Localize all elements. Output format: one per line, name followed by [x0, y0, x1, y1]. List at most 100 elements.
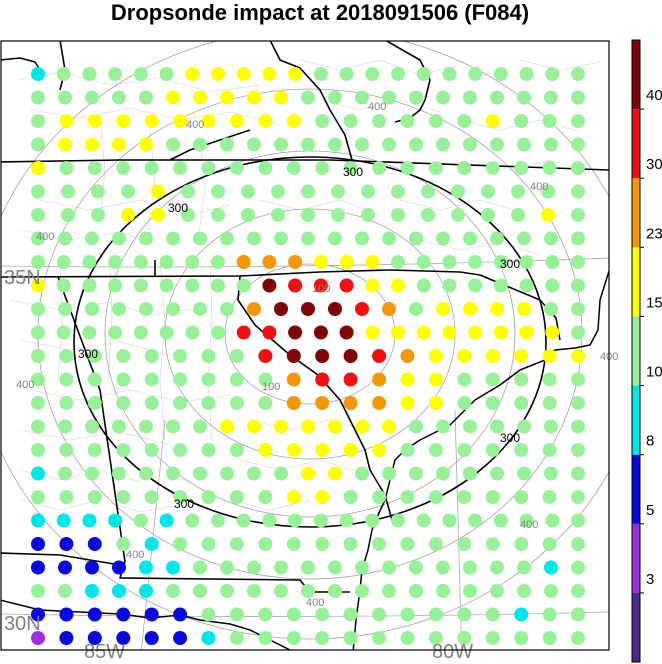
impact-dot-10-15 [31, 372, 45, 387]
impact-dot-15-23 [391, 325, 405, 340]
impact-dot-15-23 [382, 419, 396, 434]
impact-dot-8-10 [159, 513, 174, 528]
impact-dot-10-15 [108, 278, 123, 293]
impact-dot-10-15 [108, 67, 123, 81]
impact-dot-10-15 [519, 278, 534, 293]
impact-dot-10-15 [159, 67, 174, 81]
impact-dot-10-15 [517, 560, 531, 575]
impact-dot-10-15 [229, 607, 244, 622]
impact-dot-10-15 [229, 443, 244, 457]
impact-dot-10-15 [220, 560, 234, 575]
impact-dot-10-15 [211, 208, 225, 222]
impact-dot-10-15 [159, 255, 174, 269]
impact-dot-30-40 [355, 302, 369, 316]
impact-dot-10-15 [428, 631, 443, 645]
impact-dot-10-15 [181, 184, 195, 199]
impact-dot-10-15 [201, 161, 216, 175]
impact-dot-10-15 [514, 396, 529, 410]
impact-dot-10-15 [82, 278, 97, 293]
impact-dot-10-15 [463, 560, 477, 575]
impact-dot-over-40 [328, 302, 342, 316]
impact-dot-10-15 [59, 161, 74, 175]
impact-dot-10-15 [517, 419, 531, 434]
impact-dot-10-15 [144, 490, 159, 504]
impact-dot-10-15 [331, 184, 345, 199]
impact-dot-10-15 [315, 161, 330, 175]
impact-dot-10-15 [201, 607, 216, 622]
impact-dot-10-15 [485, 490, 500, 504]
impact-dot-10-15 [144, 372, 159, 387]
impact-dot-10-15 [301, 90, 315, 105]
impact-dot-10-15 [544, 137, 558, 152]
impact-dot-8-10 [31, 466, 45, 481]
impact-dot-23-30 [286, 372, 301, 387]
impact-dot-15-23 [514, 349, 529, 363]
impact-dot-10-15 [31, 137, 45, 152]
colorbar-tick-label: 15 [646, 294, 662, 311]
impact-dot-10-15 [428, 607, 443, 622]
impact-dot-over-40 [339, 325, 354, 340]
impact-dot-15-23 [220, 90, 234, 105]
impact-dot-10-15 [139, 419, 153, 434]
impact-dot-10-15 [514, 537, 529, 551]
impact-dot-15-23 [400, 372, 415, 387]
impact-dot-15-23 [428, 349, 443, 363]
impact-dot-10-15 [436, 584, 450, 598]
impact-dot-10-15 [258, 537, 273, 551]
impact-dot-10-15 [517, 90, 531, 105]
impact-dot-10-15 [485, 537, 500, 551]
impact-dot-15-23 [485, 114, 500, 128]
impact-dot-5-8 [112, 560, 126, 575]
impact-dot-10-15 [133, 67, 148, 81]
impact-dot-10-15 [365, 513, 380, 528]
impact-dot-10-15 [315, 537, 330, 551]
ring-labels: 100 100 400 400 400 400 400 400 400 400 … [16, 101, 618, 609]
impact-dot-10-15 [108, 255, 123, 269]
impact-dot-15-23 [365, 278, 380, 293]
colorbar-segment [632, 316, 640, 386]
impact-dot-10-15 [274, 137, 288, 152]
impact-dot-23-30 [286, 396, 301, 410]
impact-dot-10-15 [241, 184, 255, 199]
impact-dot-10-15 [514, 372, 529, 387]
impact-dot-10-15 [201, 349, 216, 363]
impact-dot-23-30 [288, 255, 303, 269]
impact-dot-15-23 [301, 419, 315, 434]
impact-dot-10-15 [313, 67, 328, 81]
impact-dot-10-15 [343, 490, 358, 504]
impact-dot-10-15 [372, 490, 387, 504]
impact-dot-15-23 [545, 325, 560, 340]
impact-dot-10-15 [463, 419, 477, 434]
impact-dot-10-15 [519, 255, 534, 269]
impact-dot-10-15 [258, 161, 273, 175]
impact-dot-15-23 [247, 90, 261, 105]
impact-dot-10-15 [166, 584, 180, 598]
colorbar-segment [632, 109, 640, 179]
impact-dot-10-15 [56, 67, 71, 81]
impact-dot-15-23 [58, 137, 72, 152]
impact-dot-10-15 [173, 372, 188, 387]
impact-dot-15-23 [247, 419, 261, 434]
impact-dot-10-15 [542, 396, 557, 410]
impact-dot-10-15 [193, 419, 207, 434]
impact-dot-10-15 [59, 372, 74, 387]
impact-dot-10-15 [173, 443, 188, 457]
impact-dot-15-23 [416, 325, 431, 340]
impact-dot-10-15 [382, 560, 396, 575]
impact-dot-15-23 [85, 137, 99, 152]
impact-dot-10-15 [511, 208, 525, 222]
impact-dot-10-15 [514, 490, 529, 504]
impact-dot-10-15 [571, 278, 585, 293]
impact-dot-10-15 [457, 537, 472, 551]
impact-dot-30-40 [258, 349, 273, 363]
impact-dot-10-15 [421, 208, 435, 222]
impact-dot-10-15 [481, 208, 495, 222]
impact-dot-10-15 [274, 231, 288, 246]
impact-dot-10-15 [301, 584, 315, 598]
impact-dot-15-23 [258, 114, 273, 128]
impact-dot-10-15 [59, 349, 74, 363]
impact-dot-10-15 [571, 161, 585, 175]
impact-dot-10-15 [468, 67, 483, 81]
impact-dot-10-15 [382, 231, 396, 246]
impact-dot-10-15 [328, 90, 342, 105]
